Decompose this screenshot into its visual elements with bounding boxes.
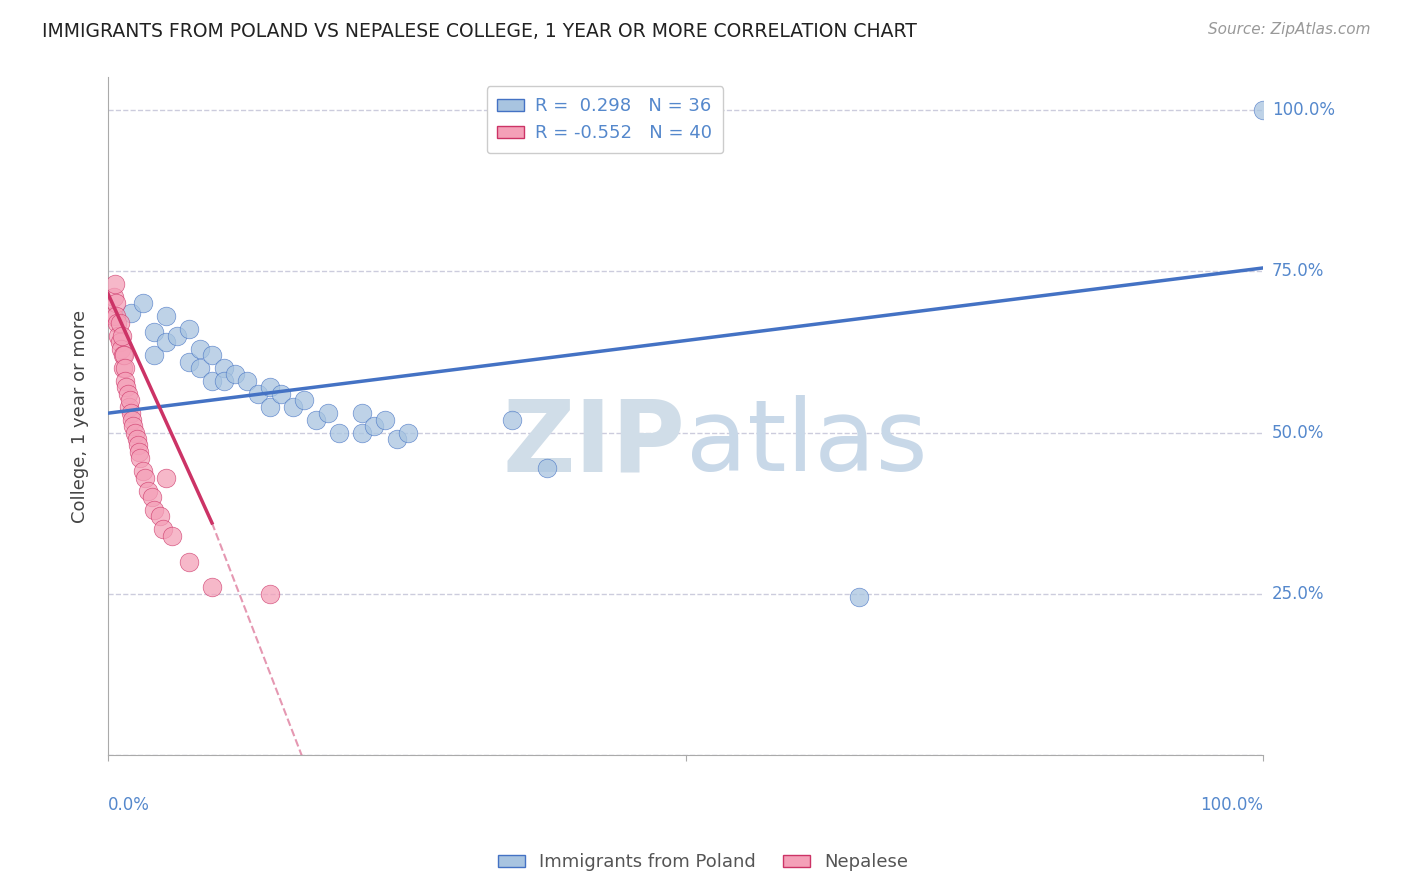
- Point: [120, 306, 142, 320]
- Point: [125, 432, 148, 446]
- Point: [235, 374, 257, 388]
- Point: [536, 461, 558, 475]
- Point: [143, 503, 166, 517]
- Text: Source: ZipAtlas.com: Source: ZipAtlas.com: [1208, 22, 1371, 37]
- Point: [155, 471, 177, 485]
- Point: [111, 361, 134, 376]
- Point: [131, 296, 153, 310]
- Point: [105, 296, 128, 310]
- Legend: R =  0.298   N = 36, R = -0.552   N = 40: R = 0.298 N = 36, R = -0.552 N = 40: [486, 87, 723, 153]
- Point: [259, 587, 281, 601]
- Point: [501, 412, 523, 426]
- Point: [112, 348, 135, 362]
- Text: 100.0%: 100.0%: [1272, 101, 1334, 119]
- Point: [122, 419, 145, 434]
- Text: 25.0%: 25.0%: [1272, 585, 1324, 603]
- Point: [103, 290, 125, 304]
- Point: [118, 393, 141, 408]
- Point: [129, 451, 152, 466]
- Point: [121, 412, 143, 426]
- Point: [114, 361, 136, 376]
- Point: [259, 380, 281, 394]
- Point: [127, 438, 149, 452]
- Point: [138, 483, 160, 498]
- Point: [363, 419, 385, 434]
- Y-axis label: College, 1 year or more: College, 1 year or more: [72, 310, 89, 523]
- Point: [305, 412, 328, 426]
- Point: [270, 386, 292, 401]
- Point: [1253, 103, 1275, 117]
- Point: [111, 328, 134, 343]
- Text: ZIP: ZIP: [503, 395, 686, 492]
- Point: [105, 310, 128, 324]
- Point: [259, 400, 281, 414]
- Point: [190, 361, 212, 376]
- Point: [190, 342, 212, 356]
- Point: [224, 368, 246, 382]
- Point: [281, 400, 304, 414]
- Point: [177, 322, 200, 336]
- Point: [143, 326, 166, 340]
- Point: [114, 374, 136, 388]
- Point: [143, 348, 166, 362]
- Point: [166, 328, 188, 343]
- Point: [141, 490, 163, 504]
- Point: [385, 432, 408, 446]
- Point: [110, 342, 132, 356]
- Point: [212, 361, 235, 376]
- Text: 100.0%: 100.0%: [1201, 796, 1264, 814]
- Point: [108, 316, 131, 330]
- Text: 75.0%: 75.0%: [1272, 262, 1324, 280]
- Point: [107, 328, 129, 343]
- Point: [352, 425, 374, 440]
- Point: [117, 386, 139, 401]
- Point: [160, 529, 183, 543]
- Point: [177, 555, 200, 569]
- Point: [152, 522, 174, 536]
- Point: [201, 374, 224, 388]
- Point: [396, 425, 419, 440]
- Point: [115, 380, 138, 394]
- Point: [120, 406, 142, 420]
- Point: [111, 348, 134, 362]
- Point: [149, 509, 172, 524]
- Point: [128, 445, 150, 459]
- Point: [212, 374, 235, 388]
- Point: [155, 335, 177, 350]
- Text: 50.0%: 50.0%: [1272, 424, 1324, 442]
- Legend: Immigrants from Poland, Nepalese: Immigrants from Poland, Nepalese: [491, 847, 915, 879]
- Point: [124, 425, 146, 440]
- Point: [101, 310, 124, 324]
- Point: [352, 406, 374, 420]
- Point: [177, 354, 200, 368]
- Point: [105, 316, 128, 330]
- Text: IMMIGRANTS FROM POLAND VS NEPALESE COLLEGE, 1 YEAR OR MORE CORRELATION CHART: IMMIGRANTS FROM POLAND VS NEPALESE COLLE…: [42, 22, 917, 41]
- Point: [155, 310, 177, 324]
- Point: [848, 590, 870, 604]
- Point: [131, 464, 153, 478]
- Point: [108, 335, 131, 350]
- Point: [201, 348, 224, 362]
- Text: 0.0%: 0.0%: [108, 796, 150, 814]
- Point: [328, 425, 350, 440]
- Point: [118, 400, 141, 414]
- Point: [316, 406, 339, 420]
- Text: atlas: atlas: [686, 395, 928, 492]
- Point: [201, 581, 224, 595]
- Point: [134, 471, 156, 485]
- Point: [104, 277, 127, 291]
- Point: [247, 386, 270, 401]
- Point: [294, 393, 316, 408]
- Point: [374, 412, 396, 426]
